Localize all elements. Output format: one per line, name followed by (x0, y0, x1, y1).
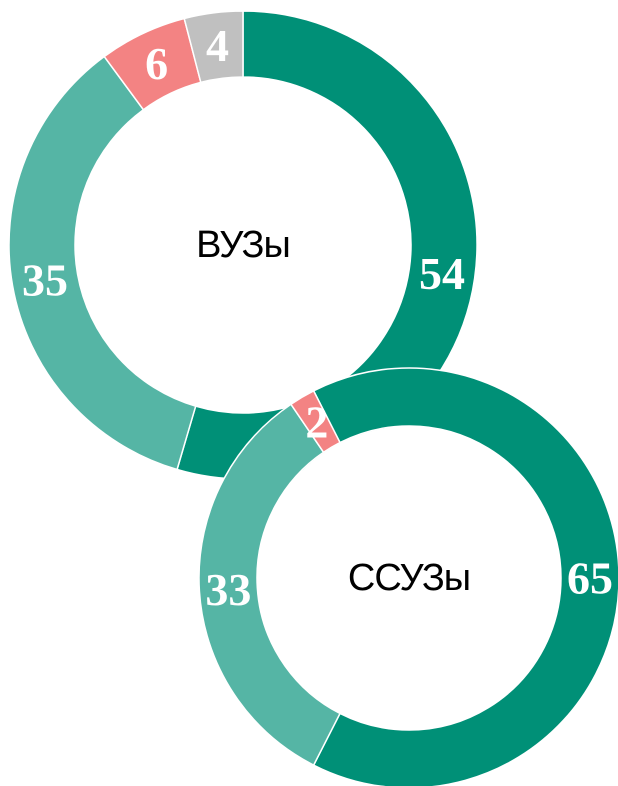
value-label: 54 (419, 248, 465, 299)
value-label: 6 (145, 38, 168, 89)
donut: 65 33 2 ССУЗы (198, 367, 618, 786)
value-label: 65 (567, 553, 613, 604)
donut-hole (75, 77, 411, 413)
donut-segment (176, 10, 478, 480)
donut-hole (257, 426, 561, 730)
donut-segment (183, 10, 244, 84)
value-label: 35 (22, 254, 68, 305)
donut-segment (8, 55, 197, 471)
donut-title: ССУЗы (348, 557, 470, 599)
donut-segment (312, 367, 618, 786)
donut-segment (289, 389, 342, 454)
donut: 54 35 6 4 ВУЗы (8, 10, 478, 480)
value-label: 33 (205, 564, 251, 615)
value-label: 2 (305, 397, 328, 448)
donut-title: ВУЗы (196, 224, 290, 266)
value-label: 4 (206, 20, 229, 71)
donut-segment (198, 403, 342, 767)
